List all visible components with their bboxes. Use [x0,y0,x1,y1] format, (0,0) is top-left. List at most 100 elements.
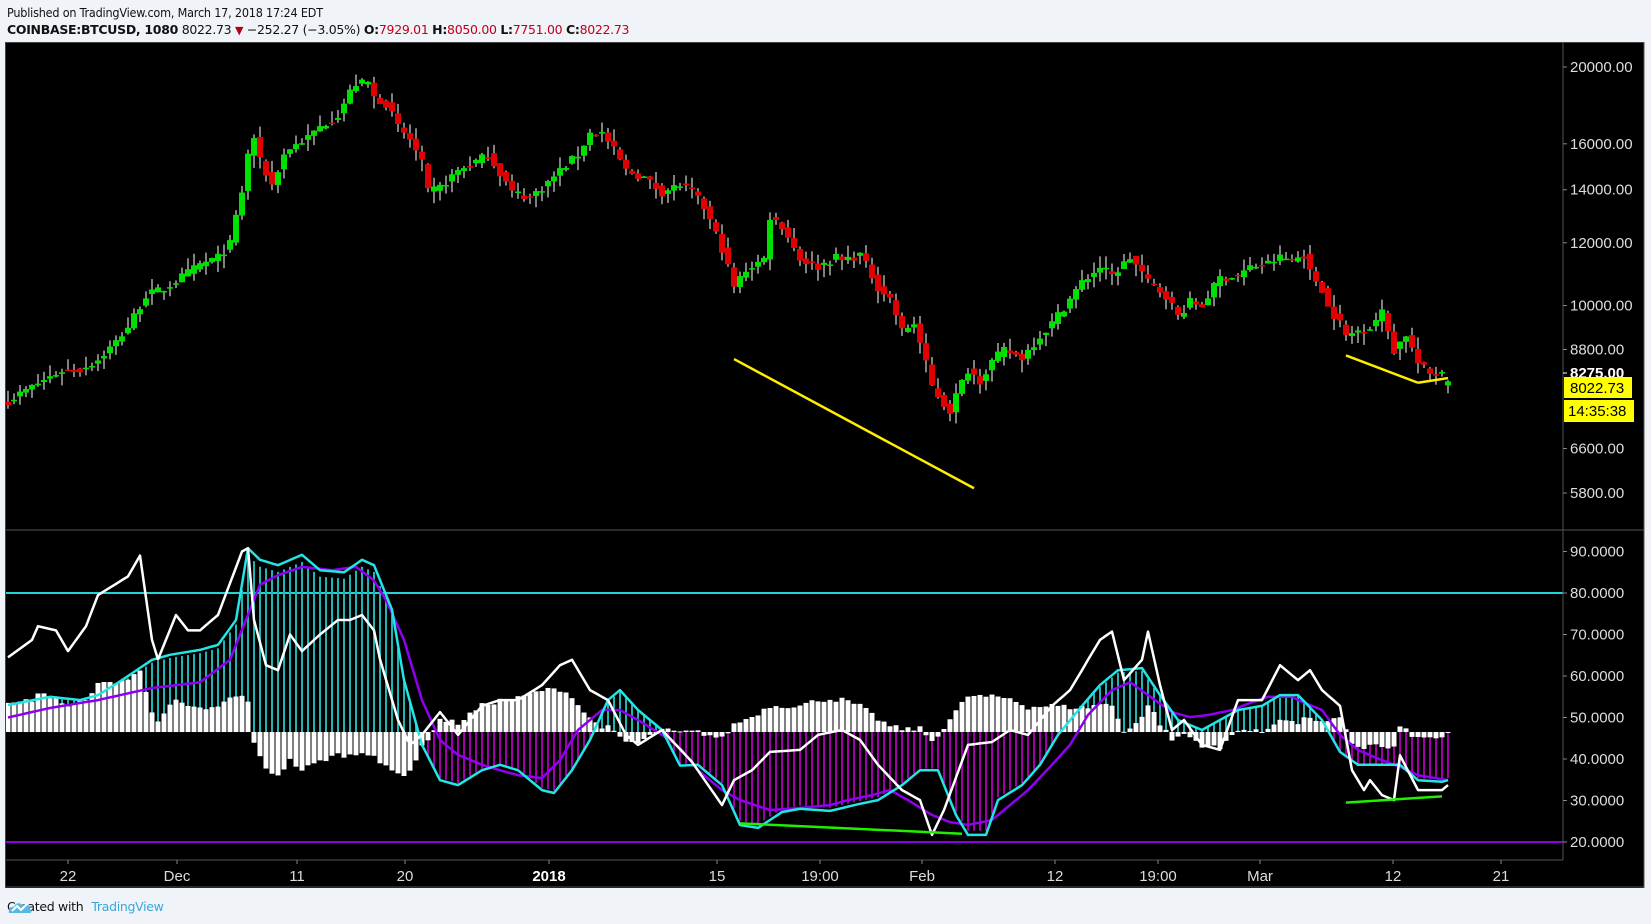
candle[interactable] [221,244,227,269]
candle[interactable] [857,252,863,265]
candle[interactable] [1409,327,1415,352]
candle[interactable] [569,155,575,165]
candle[interactable] [1253,263,1259,270]
candle[interactable] [635,169,641,182]
candle[interactable] [869,257,875,284]
candle[interactable] [59,368,65,386]
candle[interactable] [737,271,743,294]
candle[interactable] [815,254,821,281]
candle[interactable] [629,169,635,175]
candle[interactable] [665,188,671,204]
candle[interactable] [1421,361,1427,368]
candle[interactable] [881,275,887,302]
candle[interactable] [119,332,125,346]
candle[interactable] [1265,254,1271,264]
candle[interactable] [1223,276,1229,286]
candle[interactable] [323,124,329,130]
candle[interactable] [1169,291,1175,310]
candle[interactable] [1085,274,1091,290]
candle[interactable] [1037,331,1043,350]
candle[interactable] [1157,283,1163,298]
candle[interactable] [1061,310,1067,318]
candle[interactable] [383,99,389,111]
tradingview-link[interactable]: TradingView [91,899,164,914]
candle[interactable] [983,369,989,391]
candle[interactable] [659,183,665,205]
candle[interactable] [605,127,611,150]
candle[interactable] [1163,286,1169,310]
candle[interactable] [1385,310,1391,340]
candle[interactable] [935,378,941,399]
candle[interactable] [185,258,191,277]
candle[interactable] [1181,305,1187,320]
candle[interactable] [911,316,917,334]
candle[interactable] [29,384,35,398]
candle[interactable] [1319,280,1325,294]
candle[interactable] [521,188,527,202]
candle[interactable] [641,175,647,178]
candle[interactable] [827,260,833,276]
candle[interactable] [725,237,731,267]
candle[interactable] [203,252,209,275]
candle[interactable] [1025,344,1031,365]
candle[interactable] [809,251,815,270]
candle[interactable] [1049,313,1055,337]
candle[interactable] [995,343,1001,363]
candle[interactable] [719,224,725,261]
candle[interactable] [1115,267,1121,286]
candle[interactable] [23,386,29,398]
candle[interactable] [563,166,569,172]
candle[interactable] [1415,337,1421,374]
candle[interactable] [767,212,773,271]
candle[interactable] [413,128,419,161]
candle[interactable] [1361,324,1367,345]
candle[interactable] [347,84,353,105]
candle[interactable] [1007,338,1013,359]
candle[interactable] [1211,281,1217,307]
candle[interactable] [1199,301,1205,308]
candle[interactable] [299,138,305,145]
candle[interactable] [17,385,23,405]
candle[interactable] [527,193,533,205]
candle[interactable] [89,362,95,372]
candle[interactable] [395,103,401,133]
candle[interactable] [1337,304,1343,328]
candle[interactable] [671,174,677,201]
candle[interactable] [929,357,935,387]
candle[interactable] [425,163,431,193]
candle[interactable] [1193,298,1199,310]
candle[interactable] [263,159,269,182]
candle[interactable] [1139,254,1145,283]
candle[interactable] [77,367,83,377]
candle[interactable] [551,171,557,192]
candle[interactable] [485,146,491,161]
candle[interactable] [1175,305,1181,320]
fast-line[interactable] [7,546,1449,837]
candle[interactable] [173,280,179,289]
candle[interactable] [1427,366,1433,381]
candle[interactable] [275,170,281,194]
candle[interactable] [1067,295,1073,313]
candle[interactable] [1097,256,1103,282]
candle[interactable] [581,145,587,162]
candle[interactable] [743,262,749,282]
candle[interactable] [1235,273,1241,283]
candle[interactable] [1349,326,1355,344]
candle[interactable] [389,93,395,117]
candle[interactable] [437,181,443,201]
candle[interactable] [1121,254,1127,270]
candle[interactable] [1367,326,1373,331]
candle[interactable] [83,356,89,376]
candle[interactable] [1013,350,1019,357]
candle[interactable] [1373,312,1379,332]
candle[interactable] [731,262,737,294]
candle[interactable] [1403,336,1409,353]
candle[interactable] [107,340,113,360]
candle[interactable] [1043,332,1049,347]
candle[interactable] [401,122,407,139]
candle[interactable] [257,126,263,169]
candle[interactable] [539,186,545,202]
candle[interactable] [1379,299,1385,332]
candle[interactable] [509,174,515,198]
